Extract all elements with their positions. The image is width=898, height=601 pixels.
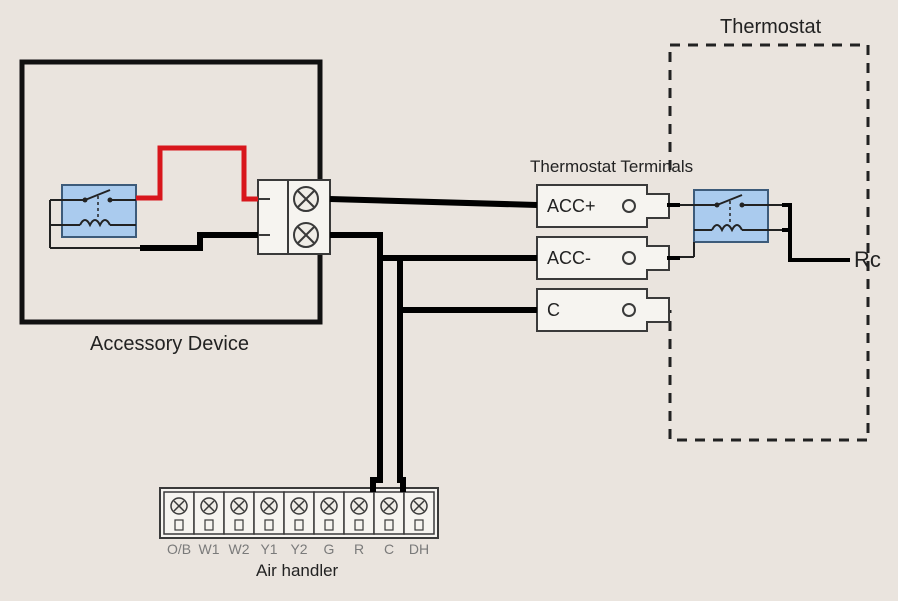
air-handler-terminal-label: W2 <box>229 541 250 557</box>
diagram-bg <box>0 0 898 601</box>
air-handler-terminal-label: Y1 <box>260 541 277 557</box>
air-handler-terminal-label: W1 <box>199 541 220 557</box>
rc-label: Rc <box>854 247 881 272</box>
wiring-diagram: ACC+ ACC- C O/B W1 W2 Y1 Y2 G R C DH <box>0 0 898 601</box>
terminal-label: ACC- <box>547 248 591 268</box>
air-handler-terminal-label: DH <box>409 541 429 557</box>
thermostat-terminals: ACC+ ACC- C <box>537 185 669 331</box>
air-handler-label: Air handler <box>256 561 339 580</box>
accessory-device-label: Accessory Device <box>90 333 249 355</box>
junction-block <box>258 180 330 254</box>
air-handler-terminal-label: C <box>384 541 394 557</box>
wire-drop-2 <box>400 258 403 492</box>
terminal-label: ACC+ <box>547 196 596 216</box>
air-handler-terminal-label: Y2 <box>290 541 307 557</box>
thermostat-terminals-label: Thermostat Terminals <box>530 157 693 176</box>
thermostat-label: Thermostat <box>720 16 822 38</box>
air-handler-terminal-label: G <box>324 541 335 557</box>
air-handler-terminal-label: R <box>354 541 364 557</box>
terminal-label: C <box>547 300 560 320</box>
air-handler-terminal-label: O/B <box>167 541 191 557</box>
